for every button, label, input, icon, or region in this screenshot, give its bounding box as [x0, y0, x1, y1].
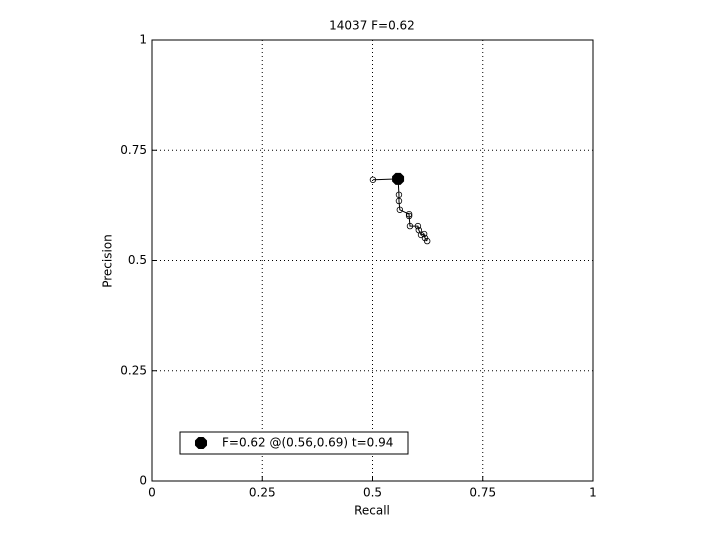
marker: [396, 206, 404, 213]
marker: [414, 222, 422, 230]
x-tick-label: 0.75: [469, 486, 496, 500]
legend: [179, 431, 409, 455]
marker: [405, 210, 413, 218]
chart-title: 14037 F=0.62: [329, 19, 415, 33]
marker: [420, 230, 428, 238]
marker: [392, 172, 405, 185]
marker: [405, 212, 413, 220]
marker: [417, 231, 425, 239]
y-tick-label: 1: [139, 33, 147, 47]
x-axis-label: Recall: [354, 504, 390, 518]
y-tick-label: 0: [139, 474, 147, 488]
x-tick-label: 0.5: [363, 486, 382, 500]
legend-label: F=0.62 @(0.56,0.69) t=0.94: [222, 436, 393, 450]
marker: [395, 191, 403, 198]
y-tick-label: 0.75: [120, 143, 147, 157]
x-tick-label: 1: [589, 486, 597, 500]
y-tick-label: 0.5: [128, 253, 147, 267]
y-axis-label: Precision: [101, 234, 115, 288]
x-tick-label: 0: [148, 486, 156, 500]
marker: [395, 197, 403, 205]
marker: [406, 222, 414, 230]
y-tick-label: 0.25: [120, 363, 147, 377]
marker: [369, 176, 377, 183]
marker: [423, 237, 431, 245]
legend-marker: [194, 436, 208, 450]
x-tick-label: 0.25: [249, 486, 276, 500]
